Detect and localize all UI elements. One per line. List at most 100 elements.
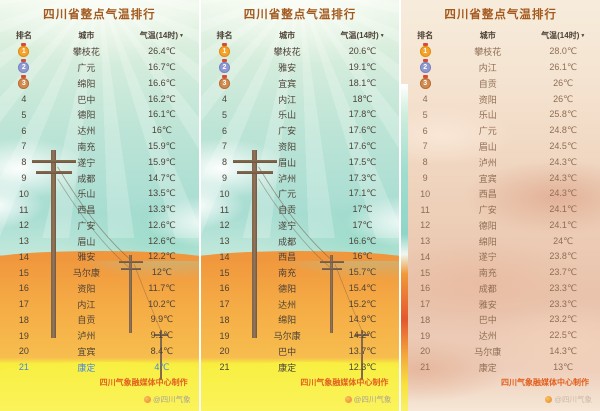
table-row: 7 资阳 17.6℃: [201, 139, 400, 155]
rank-cell: 20: [18, 346, 29, 357]
city-cell: 康定: [478, 362, 497, 373]
temperature-cell: 23.2℃: [549, 314, 578, 325]
sand-illustration: [200, 361, 400, 411]
sand-illustration: [0, 361, 199, 411]
city-cell: 攀枝花: [474, 47, 502, 58]
temperature-cell: 12.3℃: [348, 361, 377, 372]
temperature-cell: 12.6℃: [148, 235, 176, 246]
temperature-cell: 13.7℃: [348, 345, 377, 356]
temperature-cell: 23.7℃: [549, 267, 578, 278]
temperature-cell: 9.9℃: [150, 314, 174, 325]
table-row: 16 成都 23.3℃: [401, 280, 600, 296]
rank-cell: 2: [401, 59, 449, 74]
table-row: 9 宜宾 24.3℃: [401, 170, 600, 186]
city-cell: 自贡: [478, 78, 497, 89]
temperature-cell: 14.7℃: [148, 172, 176, 183]
city-cell: 乐山: [478, 110, 497, 121]
rank-cell: 18: [219, 314, 230, 325]
city-cell: 南充: [77, 141, 96, 152]
rank-cell: 21: [420, 362, 431, 373]
temperature-cell: 16℃: [352, 251, 373, 262]
pole-crossarm: [321, 268, 342, 270]
city-cell: 眉山: [478, 141, 497, 152]
city-cell: 广安: [278, 126, 297, 137]
rank-cell: 19: [420, 330, 431, 341]
table-row: 13 绵阳 24℃: [401, 233, 600, 249]
city-cell: 广元: [278, 189, 297, 200]
table-row: 14 雅安 12.2℃: [0, 249, 199, 265]
table-row: 7 南充 15.9℃: [0, 139, 199, 155]
city-cell: 内江: [278, 94, 297, 105]
watermark: @四川气象: [545, 394, 592, 405]
rank-cell: 4: [21, 94, 27, 105]
temperature-cell: 17.3℃: [348, 172, 377, 183]
city-cell: 雅安: [278, 63, 297, 74]
city-cell: 遂宁: [278, 220, 297, 231]
ranking-panel-3: 四川省整点气温排行 排名 城市 气温(14时) ▼ 1 攀枝花 28.0℃ 2 内江 26…: [401, 0, 600, 411]
rank-cell: 3: [201, 74, 249, 89]
weibo-logo-icon: [344, 396, 352, 403]
sunset-edge-illustration: [401, 84, 409, 411]
rank-cell: 4: [422, 94, 428, 105]
table-row: 8 眉山 17.5℃: [201, 154, 400, 170]
table-row: 17 内江 10.2℃: [0, 296, 199, 312]
city-cell: 南充: [278, 268, 297, 279]
temperature-cell: 15.4℃: [348, 282, 377, 293]
pole-crossarm: [32, 160, 76, 163]
table-row: 21 康定 4℃: [0, 359, 199, 375]
table-row: 6 广安 17.6℃: [201, 123, 400, 139]
table-row: 4 资阳 26℃: [401, 91, 600, 107]
rank-cell: 9: [222, 173, 228, 183]
temperature-cell: 26℃: [553, 77, 574, 88]
rank-cell: 2: [201, 59, 249, 74]
bronze-medal-icon: 3: [419, 74, 431, 89]
city-cell: 攀枝花: [72, 47, 100, 58]
sort-desc-icon: ▼: [379, 32, 385, 39]
city-cell: 德阳: [478, 220, 497, 231]
col-city: 城市: [279, 31, 296, 40]
table-row: 8 遂宁 15.9℃: [0, 154, 199, 170]
rank-cell: 1: [0, 43, 48, 58]
credit-line: 四川气象融媒体中心制作: [501, 378, 590, 387]
rank-cell: 10: [18, 188, 29, 199]
temperature-cell: 13.3℃: [148, 204, 176, 215]
temperature-cell: 15.2℃: [348, 298, 377, 309]
pole-crossarm: [36, 171, 72, 174]
rank-cell: 18: [420, 314, 431, 325]
temperature-cell: 14.9℃: [348, 314, 377, 325]
table-row: 7 眉山 24.5℃: [401, 139, 600, 155]
bronze-medal-icon: 3: [219, 74, 230, 89]
city-cell: 广元: [77, 63, 96, 74]
temperature-cell: 17.8℃: [348, 109, 377, 120]
temperature-cell: 20.6℃: [348, 46, 377, 57]
rank-cell: 8: [21, 157, 27, 168]
city-cell: 马尔康: [474, 346, 502, 357]
temperature-cell: 23.3℃: [549, 298, 578, 309]
table-row: 21 康定 13℃: [401, 359, 600, 375]
table-row: 11 西昌 13.3℃: [0, 202, 199, 218]
gold-medal-icon: 1: [18, 43, 30, 58]
city-cell: 乐山: [278, 110, 297, 121]
temperature-cell: 18℃: [352, 93, 373, 104]
rank-cell: 20: [219, 346, 230, 357]
temperature-cell: 25.8℃: [549, 109, 578, 120]
table-row: 9 泸州 17.3℃: [201, 170, 400, 186]
table-row: 4 巴中 16.2℃: [0, 91, 199, 107]
temperature-cell: 24℃: [553, 235, 574, 246]
rank-cell: 10: [219, 188, 230, 199]
temperature-cell: 15.9℃: [148, 156, 176, 167]
temperature-cell: 16.7℃: [148, 62, 176, 73]
table-row: 12 德阳 24.1℃: [401, 217, 600, 233]
city-cell: 内江: [478, 63, 497, 74]
table-row: 18 自贡 9.9℃: [0, 312, 199, 328]
rank-cell: 6: [21, 125, 27, 136]
rank-cell: 5: [21, 109, 27, 120]
city-cell: 泸州: [77, 331, 96, 342]
rank-cell: 18: [18, 314, 29, 325]
rank-cell: 7: [422, 141, 428, 152]
table-row: 5 德阳 16.1℃: [0, 107, 199, 123]
city-cell: 自贡: [278, 205, 297, 216]
watermark-label: @四川气象: [153, 395, 191, 404]
ranking-table: 1 攀枝花 28.0℃ 2 内江 26.1℃ 3 自贡 26℃ 4 资阳 26℃ 5 乐山 25.8℃ 6 广元…: [401, 43, 600, 375]
